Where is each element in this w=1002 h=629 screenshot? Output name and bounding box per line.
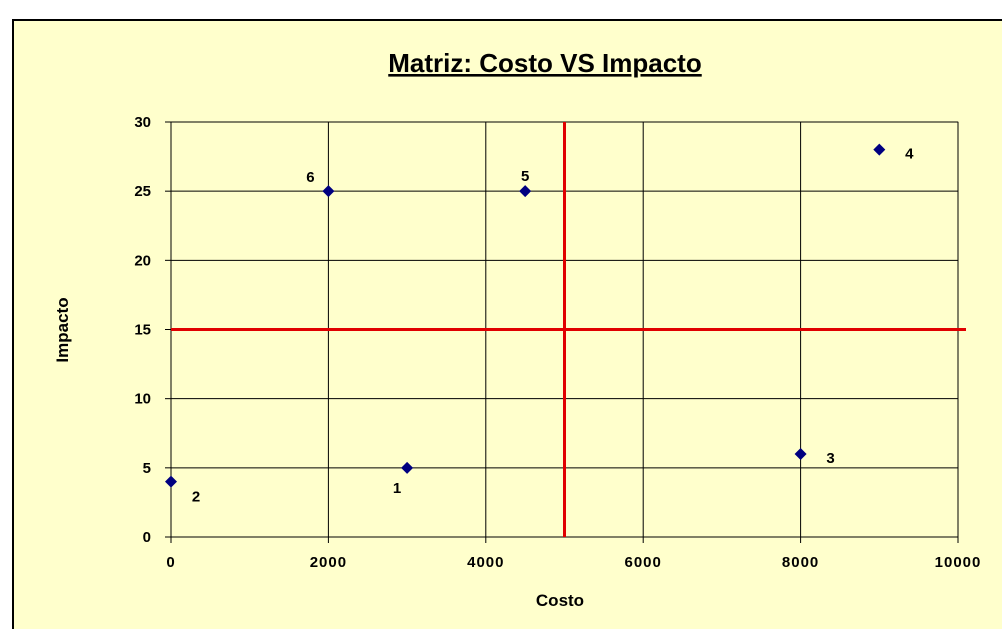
x-tick-label: 4000 [467, 554, 504, 571]
point-label: 2 [192, 489, 200, 506]
y-tick-label: 0 [143, 529, 151, 546]
x-tick-label: 0 [166, 554, 175, 571]
point-label: 5 [521, 168, 529, 185]
point-label: 3 [826, 450, 834, 467]
x-tick-label: 2000 [310, 554, 347, 571]
point-label: 6 [306, 169, 314, 186]
chart-title: Matriz: Costo VS Impacto [388, 48, 701, 78]
y-tick-label: 30 [134, 114, 151, 131]
point [794, 448, 807, 460]
plot-layer: 0 5 10 15 20 25 30 0 2000 4000 6000 8000 10000 1 2 3 4 5 6 [134, 114, 982, 571]
y-tick-label: 20 [134, 252, 151, 269]
x-tick-label: 10000 [935, 554, 982, 571]
point [873, 143, 886, 156]
point [165, 475, 177, 488]
y-tick-label: 25 [134, 183, 151, 200]
x-tick-label: 8000 [782, 554, 819, 571]
point [519, 185, 532, 198]
point [322, 185, 335, 198]
point-label: 1 [393, 480, 401, 497]
y-tick-label: 5 [143, 460, 151, 477]
y-tick-label: 10 [134, 391, 151, 408]
y-axis-label: Impacto [53, 297, 72, 362]
x-axis-label: Costo [536, 591, 584, 610]
point-label: 4 [905, 146, 914, 163]
x-tick-label: 6000 [625, 554, 662, 571]
y-tick-label: 15 [134, 322, 151, 339]
point [401, 461, 414, 474]
